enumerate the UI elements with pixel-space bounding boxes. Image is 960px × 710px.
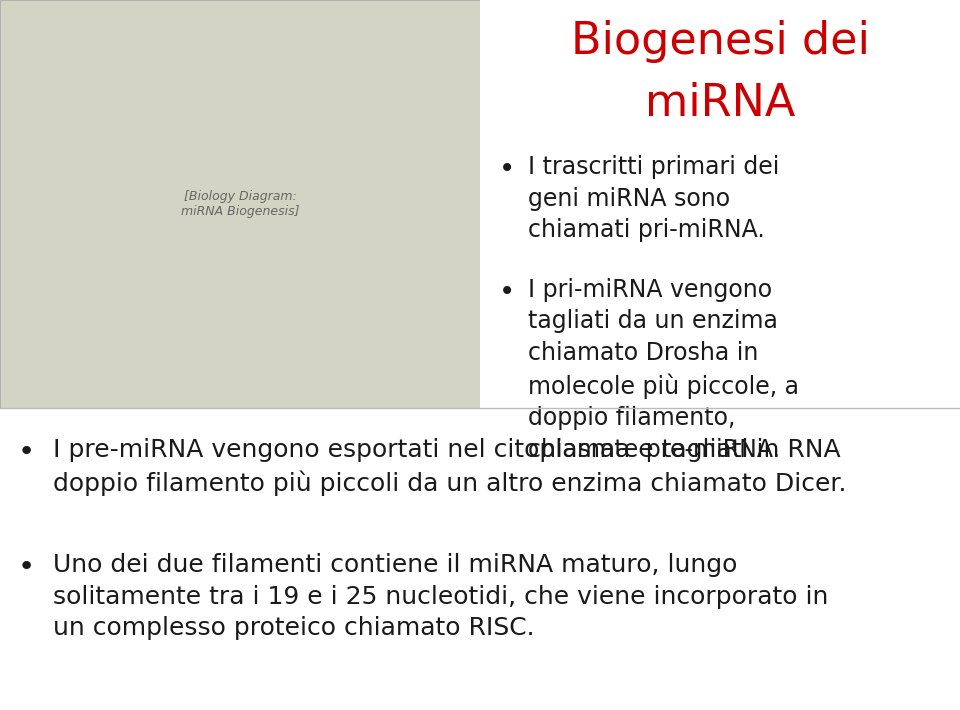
Text: miRNA: miRNA	[645, 82, 795, 125]
Text: •: •	[499, 278, 516, 305]
Text: •: •	[17, 553, 35, 581]
Text: I trascritti primari dei
geni miRNA sono
chiamati pri-miRNA.: I trascritti primari dei geni miRNA sono…	[528, 155, 780, 242]
Text: •: •	[17, 438, 35, 466]
Text: I pre-miRNA vengono esportati nel citoplasma e tagliati in RNA
doppio filamento : I pre-miRNA vengono esportati nel citopl…	[53, 438, 847, 496]
Text: I pri-miRNA vengono
tagliati da un enzima
chiamato Drosha in
molecole più piccol: I pri-miRNA vengono tagliati da un enzim…	[528, 278, 799, 462]
Text: Biogenesi dei: Biogenesi dei	[570, 21, 870, 63]
Text: Uno dei due filamenti contiene il miRNA maturo, lungo
solitamente tra i 19 e i 2: Uno dei due filamenti contiene il miRNA …	[53, 553, 828, 640]
Text: [Biology Diagram:
miRNA Biogenesis]: [Biology Diagram: miRNA Biogenesis]	[180, 190, 300, 218]
Text: •: •	[499, 155, 516, 183]
